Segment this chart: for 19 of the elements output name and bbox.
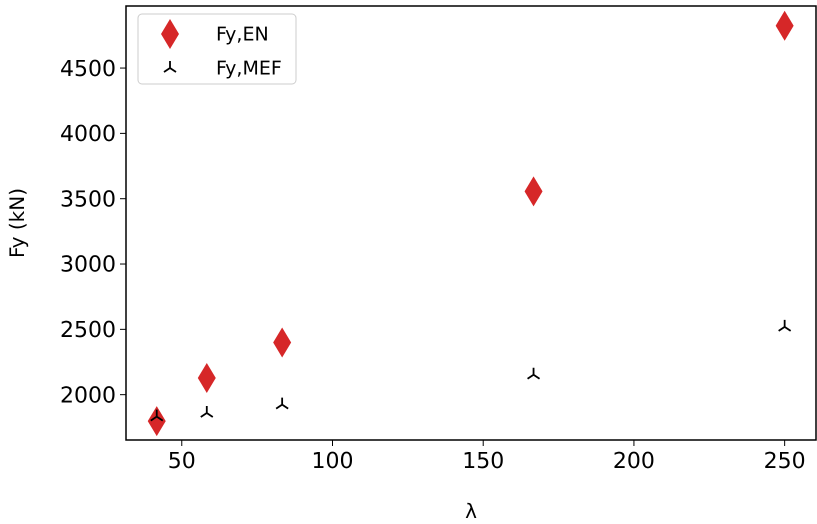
point [275,396,290,410]
x-tick-label: 150 [462,449,504,474]
legend-label: Fy,MEF [216,58,282,80]
point [526,366,540,380]
y-tick-label: 3500 [60,187,116,212]
y-tick-label: 2500 [60,318,116,344]
x-tick-label: 50 [168,449,196,474]
x-tick-label: 200 [612,449,655,474]
y-axis-title: Fy (kN) [5,188,29,258]
point [778,318,792,332]
point [200,405,214,418]
x-tick-label: 100 [311,449,354,474]
legend-label: Fy,EN [216,24,269,46]
y-tick-label: 4000 [60,122,116,148]
x-tick-label: 250 [764,449,806,474]
y-tick-label: 2000 [60,383,116,408]
y-tick-label: 4500 [60,56,116,82]
x-axis-title: λ [465,499,478,523]
y-tick-label: 3000 [60,252,116,278]
